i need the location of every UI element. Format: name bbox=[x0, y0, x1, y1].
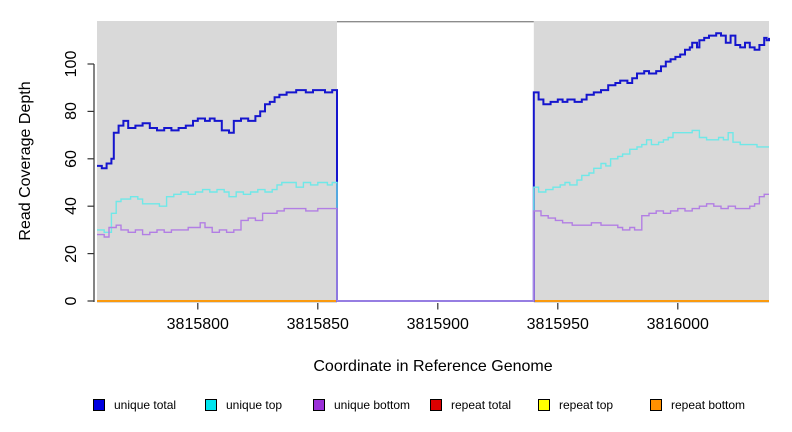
legend-item: repeat bottom bbox=[650, 398, 745, 412]
legend-swatch-icon bbox=[93, 399, 105, 411]
legend-item: repeat top bbox=[538, 398, 613, 412]
legend-item: repeat total bbox=[430, 398, 511, 412]
series-line-unique-top bbox=[97, 129, 769, 302]
legend: unique total unique top unique bottom repea… bbox=[0, 398, 792, 412]
y-tick-label: 80 bbox=[63, 102, 80, 121]
y-tick-label: 0 bbox=[63, 296, 80, 306]
legend-label: repeat top bbox=[559, 398, 614, 412]
legend-label: unique total bbox=[114, 398, 177, 412]
masked-region bbox=[337, 21, 534, 303]
legend-label: unique bottom bbox=[334, 398, 411, 412]
legend-item: unique total bbox=[93, 398, 176, 412]
y-tick-label: 20 bbox=[63, 244, 80, 263]
legend-item: unique top bbox=[205, 398, 282, 412]
legend-label: unique top bbox=[226, 398, 283, 412]
legend-label: repeat bottom bbox=[671, 398, 746, 412]
y-axis-title: Read Coverage Depth bbox=[17, 81, 34, 241]
x-tick-label: 3815900 bbox=[406, 316, 469, 333]
y-tick-label: 40 bbox=[63, 197, 80, 216]
x-axis-title: Coordinate in Reference Genome bbox=[313, 358, 553, 375]
x-tick-label: 3815800 bbox=[166, 316, 229, 333]
series-line-unique-total bbox=[97, 32, 770, 302]
legend-swatch-icon bbox=[650, 399, 662, 411]
legend-label: repeat total bbox=[451, 398, 512, 412]
x-tick-label: 3815950 bbox=[526, 316, 589, 333]
legend-swatch-icon bbox=[313, 399, 325, 411]
x-tick-label: 3815850 bbox=[286, 316, 349, 333]
legend-swatch-icon bbox=[430, 399, 442, 411]
y-tick-label: 100 bbox=[63, 50, 80, 78]
y-tick-label: 60 bbox=[63, 149, 80, 168]
x-tick-label: 3816000 bbox=[646, 316, 709, 333]
legend-item: unique bottom bbox=[313, 398, 410, 412]
series-line-unique-bottom bbox=[97, 193, 769, 302]
legend-swatch-icon bbox=[205, 399, 217, 411]
legend-swatch-icon bbox=[538, 399, 550, 411]
